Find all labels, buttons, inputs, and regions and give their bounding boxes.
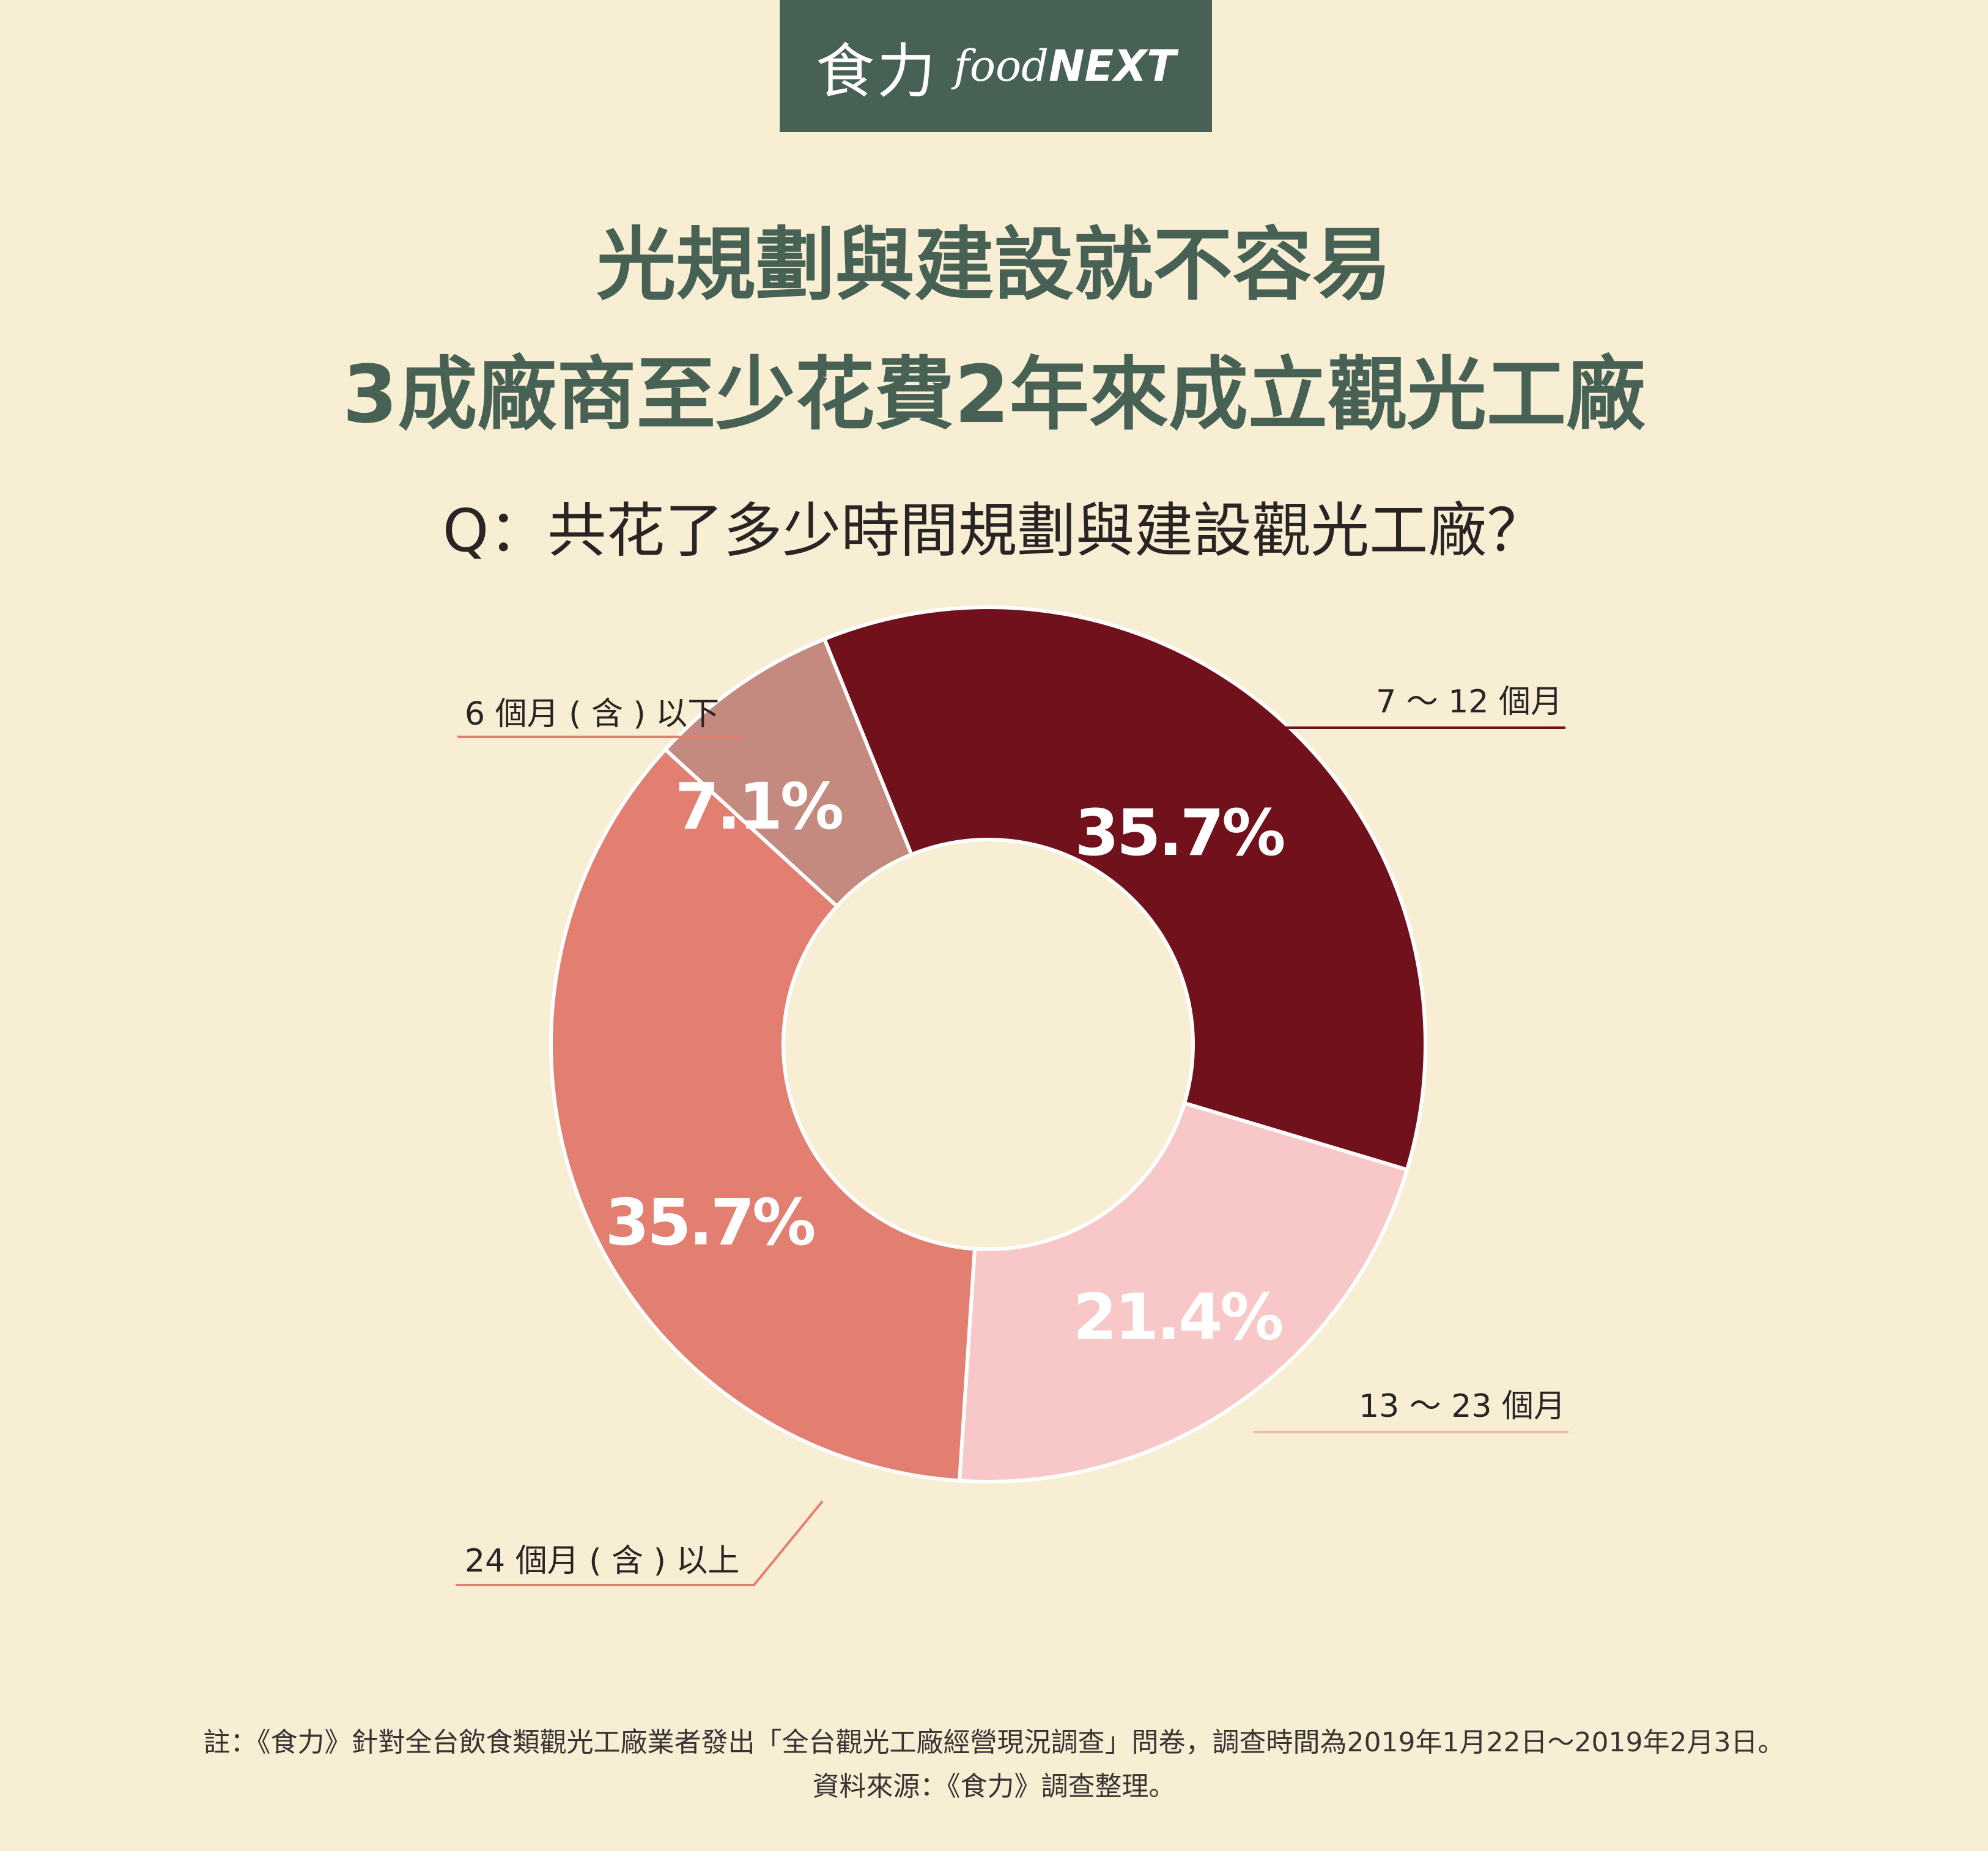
brand-name-en-prefix: food [953, 41, 1049, 91]
category-label-2: 13 ～ 23 個月 [1359, 1388, 1565, 1425]
brand-logo: 食力 foodNEXT [780, 0, 1212, 132]
brand-name-en-suffix: NEXT [1048, 41, 1177, 91]
percent-label-1: 35.7% [1075, 796, 1284, 870]
percent-labels: 35.7% 21.4% 35.7% 7.1% [605, 769, 1287, 1354]
category-label-1: 7 ～ 12 個月 [1376, 684, 1562, 720]
category-label-3: 24 個月 ( 含 ) 以上 [465, 1543, 739, 1579]
donut-slice-1 [822, 605, 1427, 1172]
donut-slice-2 [958, 1101, 1410, 1483]
question-text: Q：共花了多少時間規劃與建設觀光工廠？ [442, 497, 1546, 565]
donut-slices [549, 605, 1427, 1483]
donut-slice-4 [663, 637, 914, 909]
leader-lines [456, 726, 1569, 1586]
brand-name-en: foodNEXT [954, 41, 1176, 91]
category-labels: 7 ～ 12 個月 13 ～ 23 個月 24 個月 ( 含 ) 以上 6 個月 ( … [465, 684, 1565, 1579]
percent-label-2: 21.4% [1073, 1280, 1282, 1354]
donut-slice-3 [549, 747, 977, 1483]
data-source: 資料來源：《食力》調查整理。 [812, 1771, 1176, 1802]
brand-name-zh: 食力 [815, 37, 938, 106]
percent-label-4: 7.1% [675, 769, 842, 844]
headline-line-2: 3成廠商至少花費2年來成立觀光工廠 [342, 348, 1646, 441]
leader-line-3 [456, 1500, 824, 1586]
survey-note: 註：《食力》針對全台飲食類觀光工廠業者發出「全台觀光工廠經營現況調查」問卷，調查… [203, 1727, 1785, 1758]
category-label-4: 6 個月 ( 含 ) 以下 [465, 696, 719, 733]
percent-label-3: 35.7% [605, 1185, 815, 1260]
headline-line-1: 光規劃與建設就不容易 [596, 218, 1392, 311]
